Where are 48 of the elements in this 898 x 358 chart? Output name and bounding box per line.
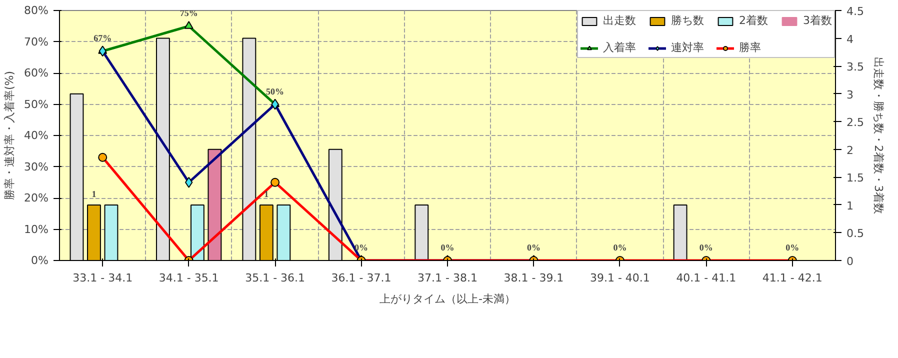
y-tick-label: 0% (31, 254, 48, 267)
y2-tick-label: 4 (846, 32, 854, 46)
y2-tick-label: 1 (846, 199, 854, 212)
x-tick-label: 35.1 - 36.1 (245, 272, 306, 284)
x-tick-label: 36.1 - 37.1 (331, 272, 392, 284)
legend-label: 3着数 (803, 13, 832, 28)
y-tick-label: 10% (24, 222, 49, 236)
x-tick-label: 34.1 - 35.1 (158, 272, 219, 284)
y2-tick-label: 4.5 (846, 5, 864, 18)
legend-label: 勝ち数 (671, 13, 704, 28)
y2-tick-label: 2 (846, 144, 854, 157)
data-label: 0% (786, 242, 800, 252)
legend-label: 2着数 (739, 13, 768, 28)
legend-label: 出走数 (603, 13, 636, 28)
legend-label: 勝率 (739, 40, 761, 55)
y2-tick-label: 0.5 (846, 227, 864, 240)
data-label: 0% (613, 242, 627, 252)
data-label: 1 (264, 188, 270, 199)
x-tick-label: 39.1 - 40.1 (590, 272, 650, 284)
y-axis-title: 勝率・連対率・入着率(%) (3, 70, 16, 200)
y-tick-label: 80% (24, 4, 49, 17)
x-tick-label: 33.1 - 34.1 (72, 272, 133, 284)
y2-tick-label: 2.5 (846, 116, 864, 130)
legend-label: 入着率 (603, 40, 636, 55)
data-label: 50% (266, 86, 284, 96)
x-tick-label: 37.1 - 38.1 (418, 272, 478, 284)
data-label: 0% (354, 242, 368, 252)
y-tick-label: 40% (24, 129, 49, 142)
y2-axis-title: 出走数・勝ち数・2着数・3着数 (872, 57, 885, 214)
x-tick-label: 40.1 - 41.1 (676, 272, 736, 284)
y-tick-label: 60% (24, 66, 49, 80)
y-tick-label: 30% (24, 160, 49, 174)
legend-label: 連対率 (671, 40, 704, 55)
x-axis-title: 上がりタイム（以上-未満） (380, 292, 516, 306)
y2-tick-label: 1.5 (846, 172, 864, 185)
y-tick-label: 20% (24, 192, 49, 204)
x-tick-label: 41.1 - 42.1 (762, 272, 822, 284)
data-label: 1 (92, 188, 97, 199)
y2-tick-label: 3.5 (846, 60, 864, 74)
data-label: 0% (440, 242, 454, 252)
data-label: 67% (94, 33, 112, 44)
data-label: 0% (526, 242, 540, 252)
data-label: 0% (699, 242, 713, 252)
x-tick-label: 38.1 - 39.1 (504, 272, 564, 284)
y-tick-label: 70% (24, 35, 49, 48)
y2-tick-label: 3 (846, 88, 854, 102)
y-tick-label: 50% (24, 98, 49, 111)
y2-tick-label: 0 (846, 255, 854, 268)
